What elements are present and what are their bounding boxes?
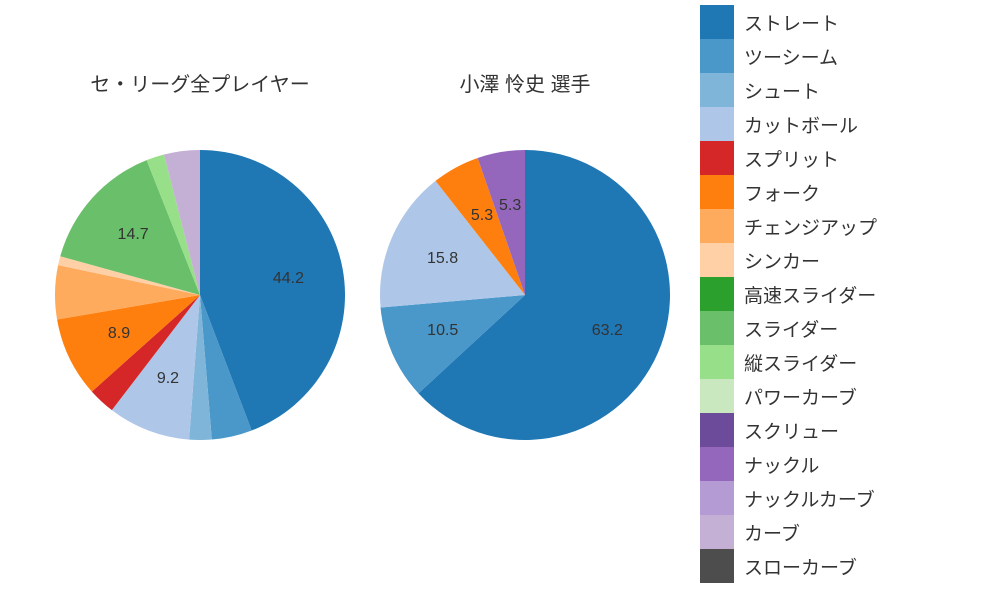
legend-label: ストレート [744,9,839,36]
legend-swatch [700,549,734,583]
pie-value-label: 15.8 [427,250,458,268]
legend-label: スローカーブ [744,553,857,580]
pie-value-label: 63.2 [592,322,623,340]
legend-swatch [700,141,734,175]
pie-title: 小澤 怜史 選手 [375,68,675,97]
legend-item: シンカー [700,243,980,277]
legend-item: スローカーブ [700,549,980,583]
legend-label: シュート [744,77,820,104]
legend-swatch [700,481,734,515]
legend-item: スクリュー [700,413,980,447]
legend-label: スライダー [744,315,838,342]
legend-item: スライダー [700,311,980,345]
legend-swatch [700,277,734,311]
legend: ストレートツーシームシュートカットボールスプリットフォークチェンジアップシンカー… [700,5,980,583]
legend-swatch [700,39,734,73]
pie-title: セ・リーグ全プレイヤー [50,68,350,97]
legend-label: パワーカーブ [744,383,857,410]
legend-swatch [700,209,734,243]
pie-value-label: 44.2 [273,270,304,288]
legend-item: カーブ [700,515,980,549]
legend-swatch [700,515,734,549]
legend-item: 高速スライダー [700,277,980,311]
pie-value-label: 5.3 [471,207,493,225]
legend-label: 高速スライダー [744,281,876,308]
legend-item: フォーク [700,175,980,209]
legend-item: ナックルカーブ [700,481,980,515]
legend-label: 縦スライダー [744,349,857,376]
pie-value-label: 8.9 [108,325,130,343]
legend-label: チェンジアップ [744,213,877,240]
legend-label: スクリュー [744,417,839,444]
legend-item: シュート [700,73,980,107]
legend-swatch [700,345,734,379]
pie-value-label: 14.7 [118,226,149,244]
legend-item: スプリット [700,141,980,175]
legend-item: ツーシーム [700,39,980,73]
legend-swatch [700,107,734,141]
legend-item: ストレート [700,5,980,39]
legend-item: チェンジアップ [700,209,980,243]
legend-item: 縦スライダー [700,345,980,379]
legend-label: カットボール [744,111,858,138]
pie-value-label: 10.5 [427,322,458,340]
legend-label: ツーシーム [744,43,838,70]
legend-label: フォーク [744,179,820,206]
legend-swatch [700,311,734,345]
legend-swatch [700,5,734,39]
chart-container: セ・リーグ全プレイヤー小澤 怜史 選手 44.2 9.2 8.9 14.7 63.2 10.… [0,0,1000,600]
pie-value-label: 5.3 [499,197,521,215]
legend-item: カットボール [700,107,980,141]
legend-swatch [700,243,734,277]
legend-label: スプリット [744,145,839,172]
legend-item: パワーカーブ [700,379,980,413]
legend-swatch [700,379,734,413]
pie-value-label: 9.2 [157,370,179,388]
legend-label: ナックルカーブ [744,485,875,512]
legend-label: ナックル [744,451,819,478]
legend-label: カーブ [744,519,800,546]
legend-swatch [700,175,734,209]
legend-label: シンカー [744,247,820,274]
legend-swatch [700,447,734,481]
legend-swatch [700,413,734,447]
legend-item: ナックル [700,447,980,481]
legend-swatch [700,73,734,107]
